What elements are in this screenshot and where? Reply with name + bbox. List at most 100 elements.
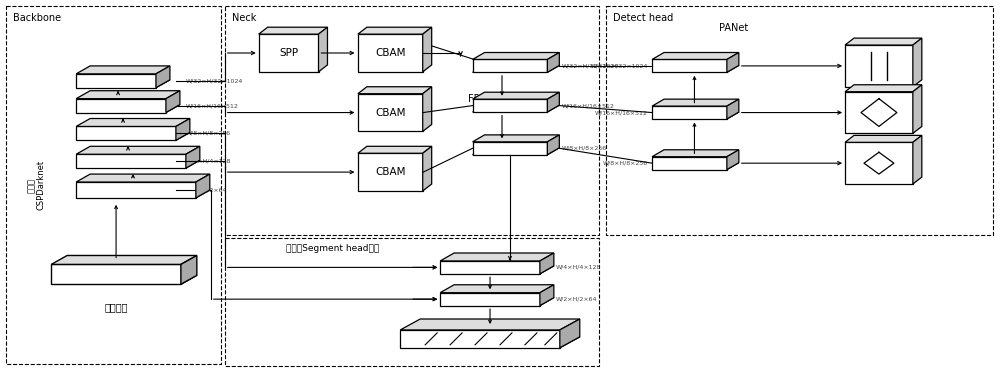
Polygon shape xyxy=(76,119,190,126)
Polygon shape xyxy=(400,337,580,348)
Polygon shape xyxy=(547,52,559,73)
Polygon shape xyxy=(440,266,554,274)
Polygon shape xyxy=(156,66,170,88)
Text: W/8×H/8×256: W/8×H/8×256 xyxy=(561,146,606,151)
Polygon shape xyxy=(358,87,432,94)
Polygon shape xyxy=(51,275,197,284)
Polygon shape xyxy=(913,38,922,87)
Polygon shape xyxy=(259,27,327,34)
Polygon shape xyxy=(76,182,196,198)
Text: W/4×H/4×128: W/4×H/4×128 xyxy=(556,265,601,270)
Polygon shape xyxy=(76,105,180,113)
Polygon shape xyxy=(540,285,554,306)
Polygon shape xyxy=(76,154,186,168)
Text: W/8×H/8×256: W/8×H/8×256 xyxy=(186,131,231,136)
Polygon shape xyxy=(473,99,547,112)
Polygon shape xyxy=(845,142,913,184)
Polygon shape xyxy=(51,256,197,264)
Text: W/16×H/16×512: W/16×H/16×512 xyxy=(186,103,239,108)
Text: PANet: PANet xyxy=(719,23,749,33)
Polygon shape xyxy=(181,256,197,284)
Polygon shape xyxy=(652,52,739,60)
Polygon shape xyxy=(358,27,432,34)
Text: CBAM: CBAM xyxy=(375,48,406,58)
Polygon shape xyxy=(473,65,559,73)
Polygon shape xyxy=(440,253,554,261)
Polygon shape xyxy=(652,99,739,106)
Text: W/16×H/16×512: W/16×H/16×512 xyxy=(561,103,614,108)
Polygon shape xyxy=(652,157,727,170)
Bar xyxy=(606,6,993,235)
Polygon shape xyxy=(259,34,319,72)
Bar xyxy=(6,6,221,364)
Text: W/4×H/4×128: W/4×H/4×128 xyxy=(186,159,231,164)
Text: W/32×H/32×1024: W/32×H/32×1024 xyxy=(561,63,619,68)
Polygon shape xyxy=(186,146,200,168)
Polygon shape xyxy=(76,66,170,74)
Polygon shape xyxy=(560,319,580,348)
Polygon shape xyxy=(423,87,432,131)
Text: W/2×H/2×64: W/2×H/2×64 xyxy=(186,187,227,192)
Text: Detect head: Detect head xyxy=(613,13,673,23)
Text: SPP: SPP xyxy=(279,48,298,58)
Text: CBAM: CBAM xyxy=(375,108,406,118)
Text: Neck: Neck xyxy=(232,13,256,23)
Polygon shape xyxy=(440,298,554,306)
Polygon shape xyxy=(727,150,739,170)
Polygon shape xyxy=(547,92,559,112)
Polygon shape xyxy=(358,153,423,191)
Text: CBAM: CBAM xyxy=(375,167,406,177)
Polygon shape xyxy=(652,112,739,119)
Polygon shape xyxy=(540,253,554,274)
Polygon shape xyxy=(76,99,166,113)
Text: W/32×H/32×1024: W/32×H/32×1024 xyxy=(591,63,648,68)
Text: 增加的Segment head分支: 增加的Segment head分支 xyxy=(286,244,379,253)
Polygon shape xyxy=(652,106,727,119)
Polygon shape xyxy=(652,150,739,157)
Polygon shape xyxy=(400,319,580,330)
Polygon shape xyxy=(845,38,922,45)
Polygon shape xyxy=(358,34,423,72)
Polygon shape xyxy=(51,264,181,284)
Text: W/8×H/8×256: W/8×H/8×256 xyxy=(603,161,648,166)
Polygon shape xyxy=(76,146,200,154)
Polygon shape xyxy=(440,261,540,274)
Polygon shape xyxy=(727,52,739,73)
Polygon shape xyxy=(845,92,913,134)
Polygon shape xyxy=(473,52,559,60)
Polygon shape xyxy=(196,174,210,198)
Polygon shape xyxy=(76,74,156,88)
Polygon shape xyxy=(319,27,327,72)
Text: W/32×H/32×1024: W/32×H/32×1024 xyxy=(186,78,243,83)
Polygon shape xyxy=(913,135,922,184)
Polygon shape xyxy=(76,91,180,99)
Polygon shape xyxy=(166,91,180,113)
Polygon shape xyxy=(473,135,559,142)
Polygon shape xyxy=(473,92,559,99)
Polygon shape xyxy=(76,160,200,168)
Polygon shape xyxy=(473,105,559,112)
Polygon shape xyxy=(76,190,210,198)
Polygon shape xyxy=(76,174,210,182)
Polygon shape xyxy=(358,94,423,131)
Polygon shape xyxy=(845,135,922,142)
Text: 茶叶原图: 茶叶原图 xyxy=(104,302,128,312)
Polygon shape xyxy=(400,330,560,348)
Text: W/16×H/16×512: W/16×H/16×512 xyxy=(595,110,648,115)
Polygon shape xyxy=(652,163,739,170)
Text: 改进的
CSPDarknet: 改进的 CSPDarknet xyxy=(27,160,46,210)
Polygon shape xyxy=(440,285,554,293)
Polygon shape xyxy=(423,27,432,72)
Polygon shape xyxy=(845,45,913,87)
Polygon shape xyxy=(473,142,547,155)
Polygon shape xyxy=(547,135,559,155)
Polygon shape xyxy=(652,65,739,73)
Polygon shape xyxy=(652,60,727,73)
Text: W×H×3: W×H×3 xyxy=(117,275,147,284)
Bar xyxy=(225,238,599,366)
Polygon shape xyxy=(727,99,739,119)
Polygon shape xyxy=(473,148,559,155)
Polygon shape xyxy=(76,132,190,140)
Polygon shape xyxy=(423,146,432,191)
Polygon shape xyxy=(176,119,190,140)
